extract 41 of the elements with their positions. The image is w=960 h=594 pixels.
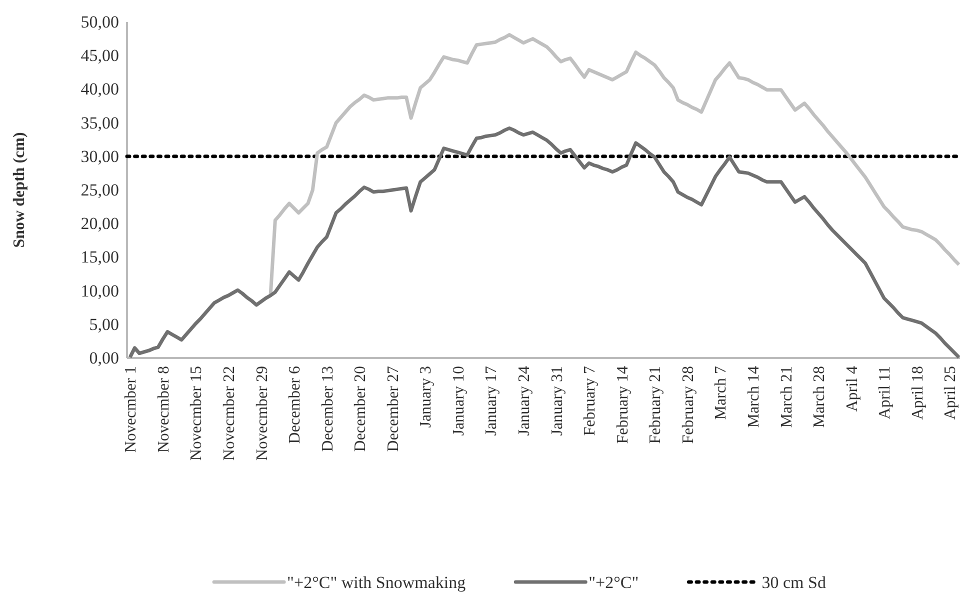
x-tick-label: Novecmber 22	[220, 366, 238, 461]
x-tick-label: February 7	[582, 366, 599, 436]
x-tick-label: Novecmber 29	[254, 366, 271, 461]
legend-label: 30 cm Sd	[762, 572, 826, 592]
y-tick-label: 40,00	[80, 80, 119, 99]
x-tick-label: Novecmber 15	[188, 366, 206, 461]
x-tick-label: Novecmber 1	[122, 366, 140, 453]
y-tick-label: 15,00	[80, 248, 119, 267]
x-tick-label: February 28	[680, 366, 697, 444]
x-tick-label: January 3	[418, 366, 435, 428]
x-tick-label: December 20	[352, 366, 370, 452]
y-tick-label: 10,00	[80, 281, 119, 300]
x-tick-label: December 13	[319, 366, 336, 452]
y-tick-label: 45,00	[80, 46, 119, 66]
x-tick-label: March 14	[746, 366, 763, 428]
legend-label: "+2°C"	[588, 572, 639, 592]
x-tick-label: February 21	[647, 366, 664, 444]
x-tick-label: April 4	[844, 366, 861, 412]
y-axis-title: Snow depth (cm)	[11, 132, 28, 248]
x-tick-label: March 7	[712, 366, 730, 420]
x-tick-label: December 27	[384, 366, 402, 452]
y-tick-label: 5,00	[89, 314, 119, 334]
x-tick-label: February 14	[614, 366, 632, 444]
y-tick-label: 20,00	[80, 214, 119, 234]
x-tick-label: March 21	[778, 366, 796, 428]
x-tick-label: April 11	[876, 366, 894, 420]
x-tick-label: April 25	[942, 366, 960, 420]
y-tick-label: 50,00	[80, 12, 119, 32]
y-tick-label: 0,00	[89, 348, 119, 368]
x-tick-label: Novecmber 8	[155, 366, 172, 453]
y-tick-label: 30,00	[80, 146, 119, 166]
legend-label: "+2°C" with Snowmaking	[287, 572, 466, 592]
x-tick-label: March 28	[811, 366, 828, 428]
x-tick-label: January 31	[548, 366, 566, 436]
x-tick-label: April 18	[909, 366, 926, 420]
y-tick-label: 25,00	[80, 180, 119, 200]
x-tick-label: December 6	[286, 366, 304, 444]
x-tick-label: January 10	[450, 366, 468, 436]
x-tick-label: January 24	[516, 366, 534, 436]
x-tick-label: January 17	[483, 366, 500, 436]
y-tick-label: 35,00	[80, 113, 119, 132]
